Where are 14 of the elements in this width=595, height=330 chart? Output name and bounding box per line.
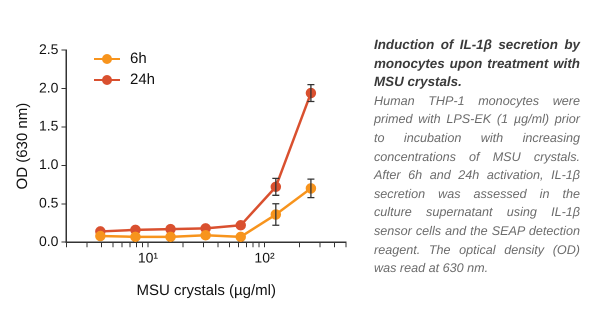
legend-label: 24h: [130, 71, 156, 88]
y-tick-label: 1.5: [38, 118, 59, 134]
y-tick-label: 2.0: [38, 79, 59, 96]
x-tick-label: 10¹: [138, 249, 158, 266]
y-axis-title: OD (630 nm): [14, 102, 32, 190]
text: Induction of IL-1β secretion by monocytes upon treatment with MSU crystals.: [374, 36, 580, 92]
x-axis-title: MSU crystals (µg/ml): [136, 282, 276, 300]
y-tick-label: 1.0: [38, 156, 59, 172]
y-tick-label: 0.5: [38, 194, 59, 211]
y-tick-label: 2.5: [38, 40, 59, 57]
text: Human THP-1 monocytes were primed with LPS-EK (1 µg/ml) prior to incubation with increasing concentrations of MSU crystals. After 6h and 24h activation, IL-1β secretion was assessed in the culture supernatant using IL-1β sensor cells and the SEAP detection reagent. The optical density (OD) was read at 630 nm.: [374, 94, 580, 276]
x-tick-label: 10²: [254, 249, 275, 266]
legend-label: 6h: [130, 50, 147, 67]
y-tick-label: 0.0: [38, 233, 59, 250]
